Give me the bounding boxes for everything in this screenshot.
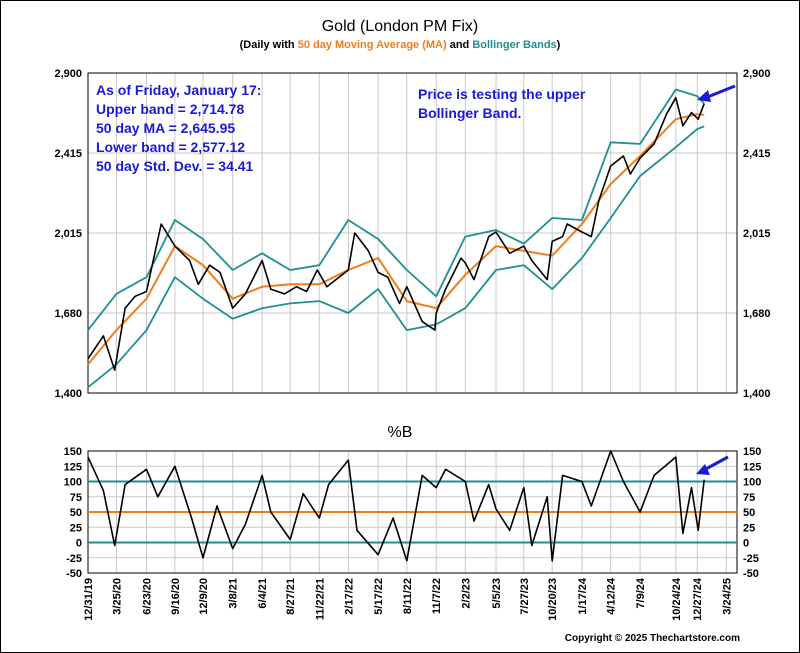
pctb-title: %B xyxy=(388,424,413,441)
note-annotation: Price is testing the upper Bollinger Band… xyxy=(418,86,586,121)
y-tick-label: -50 xyxy=(743,568,759,580)
upper-series xyxy=(87,88,705,389)
y-tick-label: 1,400 xyxy=(54,388,82,400)
x-tick-label: 4/12/24 xyxy=(606,577,618,615)
series-line-50-day-ma xyxy=(87,113,705,366)
x-tick-label: 8/27/21 xyxy=(285,578,297,615)
x-tick-label: 12/27/24 xyxy=(692,577,704,621)
x-tick-label: 10/24/24 xyxy=(671,577,683,621)
x-tick-label: 6/23/20 xyxy=(141,578,153,615)
x-tick-label: 6/4/21 xyxy=(257,578,269,609)
chart-subtitle: (Daily with 50 day Moving Average (MA) a… xyxy=(240,39,561,51)
x-tick-label: 11/7/22 xyxy=(431,578,443,614)
subtitle-part: Bollinger Bands xyxy=(472,39,556,51)
subtitle-part: ) xyxy=(557,39,561,51)
x-tick-label: 2/17/22 xyxy=(343,578,355,615)
x-tick-label: 2/2/23 xyxy=(460,578,472,609)
series-line-pctb xyxy=(87,450,705,562)
subtitle-part: 50 day Moving Average (MA) xyxy=(298,39,447,51)
x-tick-label: 7/27/23 xyxy=(519,578,531,615)
x-tick-label: 3/8/21 xyxy=(228,578,240,609)
y-tick-label: 2,415 xyxy=(743,148,771,160)
y-tick-label: 2,900 xyxy=(743,68,771,80)
subtitle-part: and xyxy=(447,39,473,51)
y-tick-label: 75 xyxy=(743,492,755,504)
y-tick-label: 150 xyxy=(64,446,82,458)
y-tick-label: 25 xyxy=(70,522,82,534)
y-tick-label: 2,900 xyxy=(54,68,82,80)
arrow-icon xyxy=(696,455,729,475)
y-tick-label: 0 xyxy=(76,538,82,550)
lower-series xyxy=(87,450,737,562)
x-tick-label: 10/20/23 xyxy=(547,578,559,621)
y-tick-label: 50 xyxy=(743,507,755,519)
copyright-text: Copyright © 2025 Thechartstore.com xyxy=(565,633,740,644)
y-tick-label: 100 xyxy=(743,477,761,489)
arrow-icon xyxy=(697,84,736,102)
x-tick-label: 7/9/24 xyxy=(635,577,647,608)
stats-line: As of Friday, January 17: xyxy=(96,82,261,98)
note-line: Bollinger Band. xyxy=(418,105,521,121)
x-tick-label: 1/17/24 xyxy=(577,577,589,615)
stats-line: Upper band = 2,714.78 xyxy=(96,101,244,117)
y-tick-label: 125 xyxy=(64,461,82,473)
y-tick-label: 100 xyxy=(64,477,82,489)
series-line-upper-band xyxy=(87,88,705,331)
y-tick-label: 125 xyxy=(743,461,761,473)
x-tick-label: 5/5/23 xyxy=(491,578,503,609)
y-tick-label: 75 xyxy=(70,492,82,504)
x-tick-label: 8/11/22 xyxy=(402,578,414,614)
y-tick-label: 1,680 xyxy=(743,308,771,320)
y-tick-label: 2,415 xyxy=(54,148,82,160)
y-tick-label: 0 xyxy=(743,538,749,550)
upper-y-axis: 2,900 2,900 2,415 2,415 2,015 2,015 1,680 1,680… xyxy=(54,68,770,400)
y-tick-label: -50 xyxy=(66,568,82,580)
x-tick-label: 12/31/19 xyxy=(83,578,95,621)
x-tick-label: 12/9/20 xyxy=(198,578,210,615)
stats-line: Lower band = 2,577.12 xyxy=(96,139,245,155)
stats-line: 50 day MA = 2,645.95 xyxy=(96,120,235,136)
chart-title: Gold (London PM Fix) xyxy=(322,18,479,35)
upper-plot-border xyxy=(87,72,738,394)
note-line: Price is testing the upper xyxy=(418,86,586,102)
y-tick-label: 2,015 xyxy=(743,228,771,240)
y-tick-label: -25 xyxy=(66,553,82,565)
y-tick-label: -25 xyxy=(743,553,759,565)
x-tick-label: 9/16/20 xyxy=(170,578,182,615)
subtitle-part: (Daily with xyxy=(240,39,298,51)
lower-y-axis: 150 150 125 125 100 100 75 75 50 50 25 25 0 0 -25 -25 -5… xyxy=(64,446,762,580)
x-tick-label: 3/25/20 xyxy=(111,578,123,615)
y-tick-label: 2,015 xyxy=(54,228,82,240)
x-tick-label: 5/17/22 xyxy=(373,578,385,615)
y-tick-label: 1,400 xyxy=(743,388,771,400)
x-tick-label: 3/24/25 xyxy=(721,578,733,615)
y-tick-label: 150 xyxy=(743,446,761,458)
y-tick-label: 1,680 xyxy=(54,308,82,320)
series-line-price xyxy=(87,96,705,371)
x-tick-label: 11/22/21 xyxy=(314,578,326,620)
series-line-lower-band xyxy=(87,125,705,389)
y-tick-label: 25 xyxy=(743,522,755,534)
x-axis-labels: 12/31/19 3/25/20 6/23/20 9/16/20 12/9/20 3/8/… xyxy=(83,577,733,621)
y-tick-label: 50 xyxy=(70,507,82,519)
stats-line: 50 day Std. Dev. = 34.41 xyxy=(96,158,254,174)
stats-annotation: As of Friday, January 17: Upper band = 2,… xyxy=(96,82,261,174)
